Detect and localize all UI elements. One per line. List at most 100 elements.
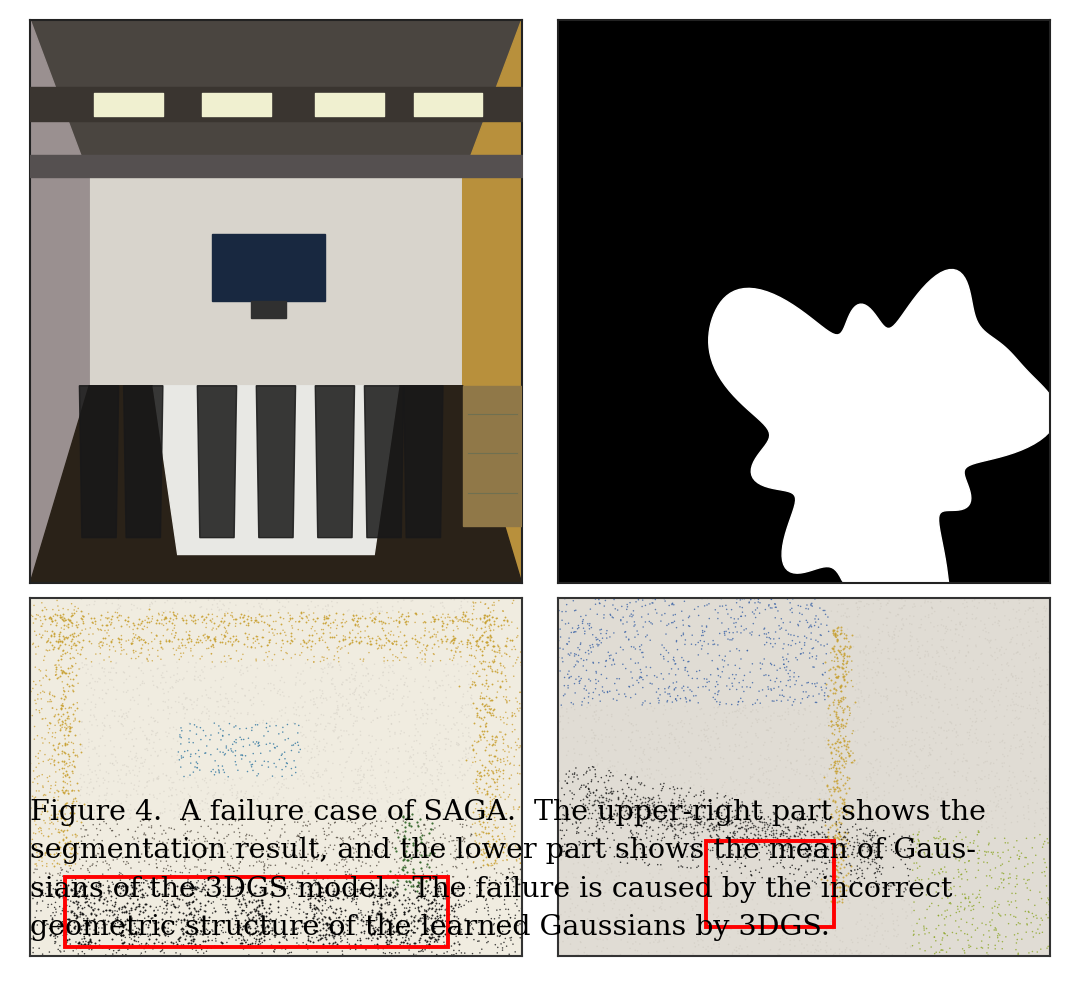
Point (788, 762, 806, 778)
Point (245, 925, 262, 941)
Point (354, 800, 372, 816)
Point (266, 917, 283, 933)
Point (1038, 906, 1055, 922)
Point (399, 810, 416, 826)
Point (766, 905, 783, 921)
Point (30, 745, 48, 761)
Point (784, 632, 801, 648)
Point (930, 819, 947, 835)
Point (325, 629, 342, 645)
Point (200, 640, 217, 656)
Point (99, 882, 117, 898)
Point (133, 817, 150, 833)
Point (24, 788, 41, 804)
Point (186, 859, 203, 874)
Point (482, 796, 499, 812)
Point (704, 873, 721, 889)
Point (397, 649, 415, 665)
Point (352, 760, 369, 776)
Point (349, 776, 366, 792)
Point (497, 671, 514, 687)
Point (289, 622, 307, 637)
Point (579, 860, 596, 875)
Point (869, 780, 887, 796)
Point (413, 760, 430, 776)
Point (378, 782, 395, 798)
Point (718, 718, 735, 734)
Point (165, 646, 183, 662)
Point (240, 705, 257, 721)
Point (589, 917, 606, 933)
Point (414, 871, 431, 886)
Point (328, 706, 346, 722)
Point (562, 797, 579, 813)
Point (163, 616, 180, 631)
Point (808, 847, 825, 863)
Point (481, 613, 498, 628)
Point (666, 731, 684, 747)
Point (246, 613, 264, 628)
Point (724, 704, 741, 720)
Point (727, 818, 744, 834)
Point (67, 667, 84, 683)
Point (608, 909, 625, 925)
Point (484, 653, 501, 669)
Point (382, 716, 400, 732)
Point (1008, 696, 1025, 712)
Point (379, 896, 396, 912)
Point (605, 610, 622, 625)
Point (935, 831, 953, 847)
Point (94, 617, 111, 632)
Point (654, 671, 672, 687)
Point (163, 788, 180, 804)
Point (780, 704, 797, 720)
Point (455, 780, 472, 796)
Point (855, 833, 873, 849)
Point (959, 638, 976, 654)
Point (310, 913, 327, 929)
Point (697, 715, 714, 731)
Point (70, 713, 87, 729)
Point (598, 630, 616, 646)
Point (737, 822, 754, 838)
Point (381, 641, 399, 657)
Point (728, 772, 745, 788)
Point (311, 682, 328, 698)
Point (204, 637, 221, 653)
Point (571, 707, 589, 723)
Point (762, 734, 780, 750)
Point (28, 845, 45, 861)
Point (581, 637, 598, 653)
Point (203, 622, 220, 637)
Point (1018, 700, 1036, 716)
Point (904, 863, 921, 878)
Point (162, 782, 179, 798)
Point (264, 801, 281, 817)
Point (245, 734, 262, 750)
Point (987, 941, 1004, 957)
Point (850, 811, 867, 827)
Point (846, 839, 863, 855)
Point (296, 741, 313, 757)
Point (438, 944, 456, 960)
Point (562, 903, 579, 919)
Point (902, 590, 919, 606)
Point (148, 726, 165, 742)
Point (415, 943, 432, 959)
Point (990, 591, 1008, 607)
Point (475, 781, 492, 797)
Point (489, 779, 507, 795)
Point (68, 940, 85, 956)
Point (832, 782, 849, 798)
Point (43, 808, 60, 824)
Point (431, 901, 448, 917)
Point (1038, 771, 1055, 787)
Point (255, 601, 272, 617)
Point (393, 808, 410, 824)
Point (942, 714, 959, 730)
Point (114, 882, 132, 898)
Point (305, 897, 322, 913)
Point (577, 864, 594, 879)
Point (789, 618, 807, 633)
Point (879, 596, 896, 612)
